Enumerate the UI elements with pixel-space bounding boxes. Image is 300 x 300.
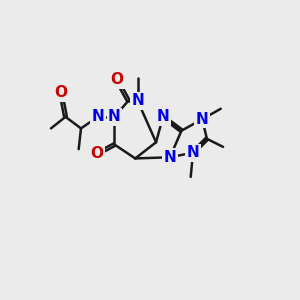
- Text: O: O: [110, 72, 123, 87]
- Text: O: O: [91, 146, 104, 161]
- Text: N: N: [196, 112, 208, 127]
- Text: N: N: [92, 109, 104, 124]
- Text: N: N: [187, 145, 200, 160]
- Text: N: N: [131, 93, 144, 108]
- Text: N: N: [164, 150, 176, 165]
- Text: N: N: [108, 109, 121, 124]
- Text: O: O: [54, 85, 68, 100]
- Text: N: N: [157, 109, 169, 124]
